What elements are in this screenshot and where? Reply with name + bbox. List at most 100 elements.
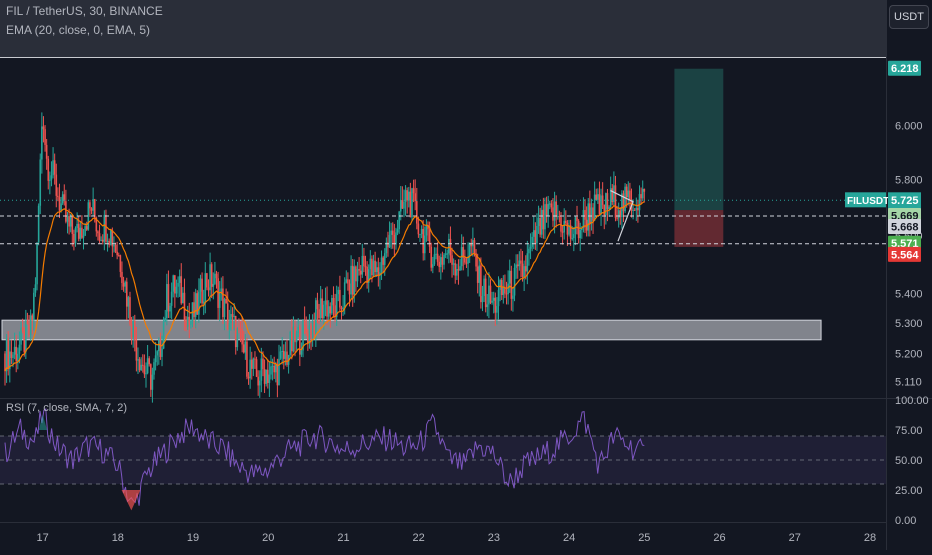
candle-body	[332, 297, 335, 306]
candle	[242, 330, 245, 354]
candle-body	[98, 233, 101, 241]
candle-body	[414, 193, 416, 202]
candle-body	[446, 253, 449, 255]
candle	[194, 288, 197, 329]
candle-body	[348, 283, 351, 295]
candle	[109, 229, 112, 246]
candle-body	[393, 234, 396, 245]
candle	[587, 197, 590, 237]
candle	[33, 288, 35, 331]
candle	[52, 147, 54, 179]
candle-body	[15, 346, 18, 362]
candle	[266, 359, 269, 389]
target-zone	[674, 68, 724, 211]
candle-body	[249, 359, 251, 379]
candle-body	[140, 364, 142, 371]
candle-body	[593, 194, 596, 221]
candle-body	[600, 195, 602, 215]
candle-body	[359, 270, 362, 275]
candle	[613, 171, 615, 205]
candle	[414, 179, 416, 211]
candle	[415, 187, 418, 230]
candle	[79, 221, 82, 242]
currency-button[interactable]: USDT	[889, 5, 929, 29]
candle	[536, 213, 538, 251]
candle-body	[114, 244, 117, 252]
candle-body	[403, 201, 405, 209]
candle	[218, 281, 221, 322]
candle-body	[79, 227, 82, 239]
candle	[74, 226, 77, 247]
candle-body	[515, 264, 517, 268]
candle-body	[385, 242, 388, 254]
candle-body	[199, 278, 202, 292]
candle-body	[391, 230, 394, 235]
candle-body	[350, 265, 352, 295]
candle	[268, 362, 271, 397]
candle-body	[90, 208, 93, 211]
candle	[146, 345, 149, 375]
candle-body	[17, 353, 19, 362]
candle	[573, 226, 575, 252]
candle-body	[491, 300, 493, 303]
candle	[332, 286, 335, 318]
candle	[524, 255, 527, 280]
candle-body	[156, 351, 159, 356]
candle-body	[12, 354, 14, 358]
candle	[236, 327, 239, 351]
candle	[412, 179, 415, 203]
candle-body	[93, 199, 96, 218]
candle	[204, 262, 207, 314]
candle-body	[542, 209, 545, 230]
candle-body	[58, 197, 61, 211]
candle	[170, 282, 173, 320]
candle	[145, 362, 147, 388]
candle	[172, 274, 175, 298]
candle	[622, 190, 625, 222]
candle	[443, 253, 445, 270]
candle-body	[558, 216, 561, 218]
candle	[153, 358, 155, 380]
candle	[174, 274, 176, 308]
candle-body	[351, 265, 354, 295]
candle	[282, 344, 285, 370]
candle-body	[396, 229, 399, 233]
candle-body	[624, 186, 626, 212]
candle	[350, 255, 352, 301]
candle	[579, 222, 582, 252]
candle-body	[364, 266, 367, 268]
candle-body	[47, 158, 50, 181]
candle-body	[321, 298, 324, 319]
candle	[250, 351, 253, 380]
candle-body	[592, 207, 594, 221]
candle	[404, 185, 407, 216]
candle	[448, 233, 450, 264]
candle-body	[568, 225, 570, 235]
candle	[367, 264, 370, 293]
candle-body	[162, 321, 165, 349]
candle	[231, 307, 234, 330]
candle-body	[528, 248, 530, 254]
candle	[286, 339, 288, 367]
candle-body	[117, 255, 120, 257]
candle-body	[105, 214, 107, 242]
candle-body	[577, 220, 580, 239]
candle-body	[18, 344, 21, 354]
candle	[603, 204, 606, 230]
candle-body	[313, 320, 316, 335]
candle	[605, 192, 607, 225]
candle	[589, 190, 591, 237]
candle-body	[185, 320, 187, 327]
candle	[488, 272, 490, 319]
candle	[494, 292, 497, 326]
candle	[36, 242, 38, 291]
candle	[124, 280, 126, 293]
candle	[556, 204, 559, 220]
candle	[228, 309, 231, 340]
candle	[166, 273, 168, 326]
candle	[41, 112, 43, 174]
candle-body	[207, 287, 210, 291]
candle-body	[42, 126, 45, 130]
candle	[122, 276, 125, 292]
